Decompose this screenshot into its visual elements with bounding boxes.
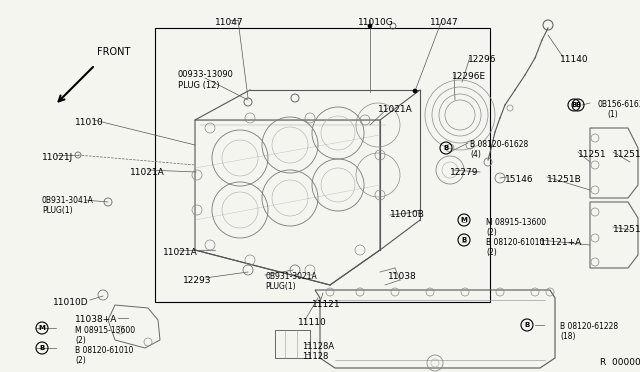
Text: 11010: 11010 xyxy=(75,118,104,127)
Text: 11010G: 11010G xyxy=(358,18,394,27)
Text: B 08120-61010: B 08120-61010 xyxy=(486,238,545,247)
Text: M 08915-13600: M 08915-13600 xyxy=(486,218,546,227)
Text: 11021J: 11021J xyxy=(42,153,73,162)
Text: 11038: 11038 xyxy=(388,272,417,281)
Text: 00933-13090: 00933-13090 xyxy=(178,70,234,79)
Text: 11121+A: 11121+A xyxy=(540,238,582,247)
Text: 11021A: 11021A xyxy=(163,248,198,257)
Text: 0B156-61633: 0B156-61633 xyxy=(598,100,640,109)
Text: B: B xyxy=(444,145,449,151)
Text: 0B931-3041A: 0B931-3041A xyxy=(42,196,94,205)
Text: PLUG (12): PLUG (12) xyxy=(178,81,220,90)
Text: 11251: 11251 xyxy=(578,150,607,159)
Text: 11021A: 11021A xyxy=(130,168,164,177)
Text: (18): (18) xyxy=(560,332,575,341)
Text: M 08915-13600: M 08915-13600 xyxy=(75,326,135,335)
Text: B 08120-61628: B 08120-61628 xyxy=(470,140,528,149)
Text: B: B xyxy=(461,237,467,243)
Text: (1): (1) xyxy=(607,110,618,119)
Text: B 08120-61228: B 08120-61228 xyxy=(560,322,618,331)
Text: 12279: 12279 xyxy=(450,168,479,177)
Text: 11021A: 11021A xyxy=(378,105,413,114)
Text: 12296: 12296 xyxy=(468,55,497,64)
Text: (2): (2) xyxy=(486,248,497,257)
Text: 12296E: 12296E xyxy=(452,72,486,81)
Text: B: B xyxy=(572,102,577,108)
Text: M: M xyxy=(38,325,45,331)
Text: B: B xyxy=(575,102,580,108)
Text: B: B xyxy=(40,345,45,351)
Text: 11047: 11047 xyxy=(430,18,459,27)
Text: 15146: 15146 xyxy=(505,175,534,184)
Text: FRONT: FRONT xyxy=(97,47,131,57)
Text: 11128A: 11128A xyxy=(302,342,334,351)
Text: PLUG(1): PLUG(1) xyxy=(42,206,72,215)
Text: 11010B: 11010B xyxy=(390,210,425,219)
Circle shape xyxy=(413,89,417,93)
Text: (2): (2) xyxy=(75,356,86,365)
Text: 0B931-3021A: 0B931-3021A xyxy=(265,272,317,281)
Text: 11038+A: 11038+A xyxy=(75,315,117,324)
Text: 11140: 11140 xyxy=(560,55,589,64)
Text: (4): (4) xyxy=(470,150,481,159)
Text: (2): (2) xyxy=(75,336,86,345)
Text: 11251BA: 11251BA xyxy=(613,225,640,234)
Text: 11121: 11121 xyxy=(312,300,340,309)
Text: 11251B: 11251B xyxy=(547,175,582,184)
Text: M: M xyxy=(461,217,467,223)
Text: 11128: 11128 xyxy=(302,352,328,361)
Text: 11010D: 11010D xyxy=(53,298,88,307)
Text: 11110: 11110 xyxy=(298,318,327,327)
Bar xyxy=(155,28,490,302)
Circle shape xyxy=(368,24,372,28)
Text: B 08120-61010: B 08120-61010 xyxy=(75,346,133,355)
Text: R  00000: R 00000 xyxy=(600,358,640,367)
Text: 11047: 11047 xyxy=(215,18,244,27)
Text: (2): (2) xyxy=(486,228,497,237)
Text: PLUG(1): PLUG(1) xyxy=(265,282,296,291)
Text: 12293: 12293 xyxy=(183,276,211,285)
Text: 11251N: 11251N xyxy=(613,150,640,159)
Text: B: B xyxy=(524,322,530,328)
